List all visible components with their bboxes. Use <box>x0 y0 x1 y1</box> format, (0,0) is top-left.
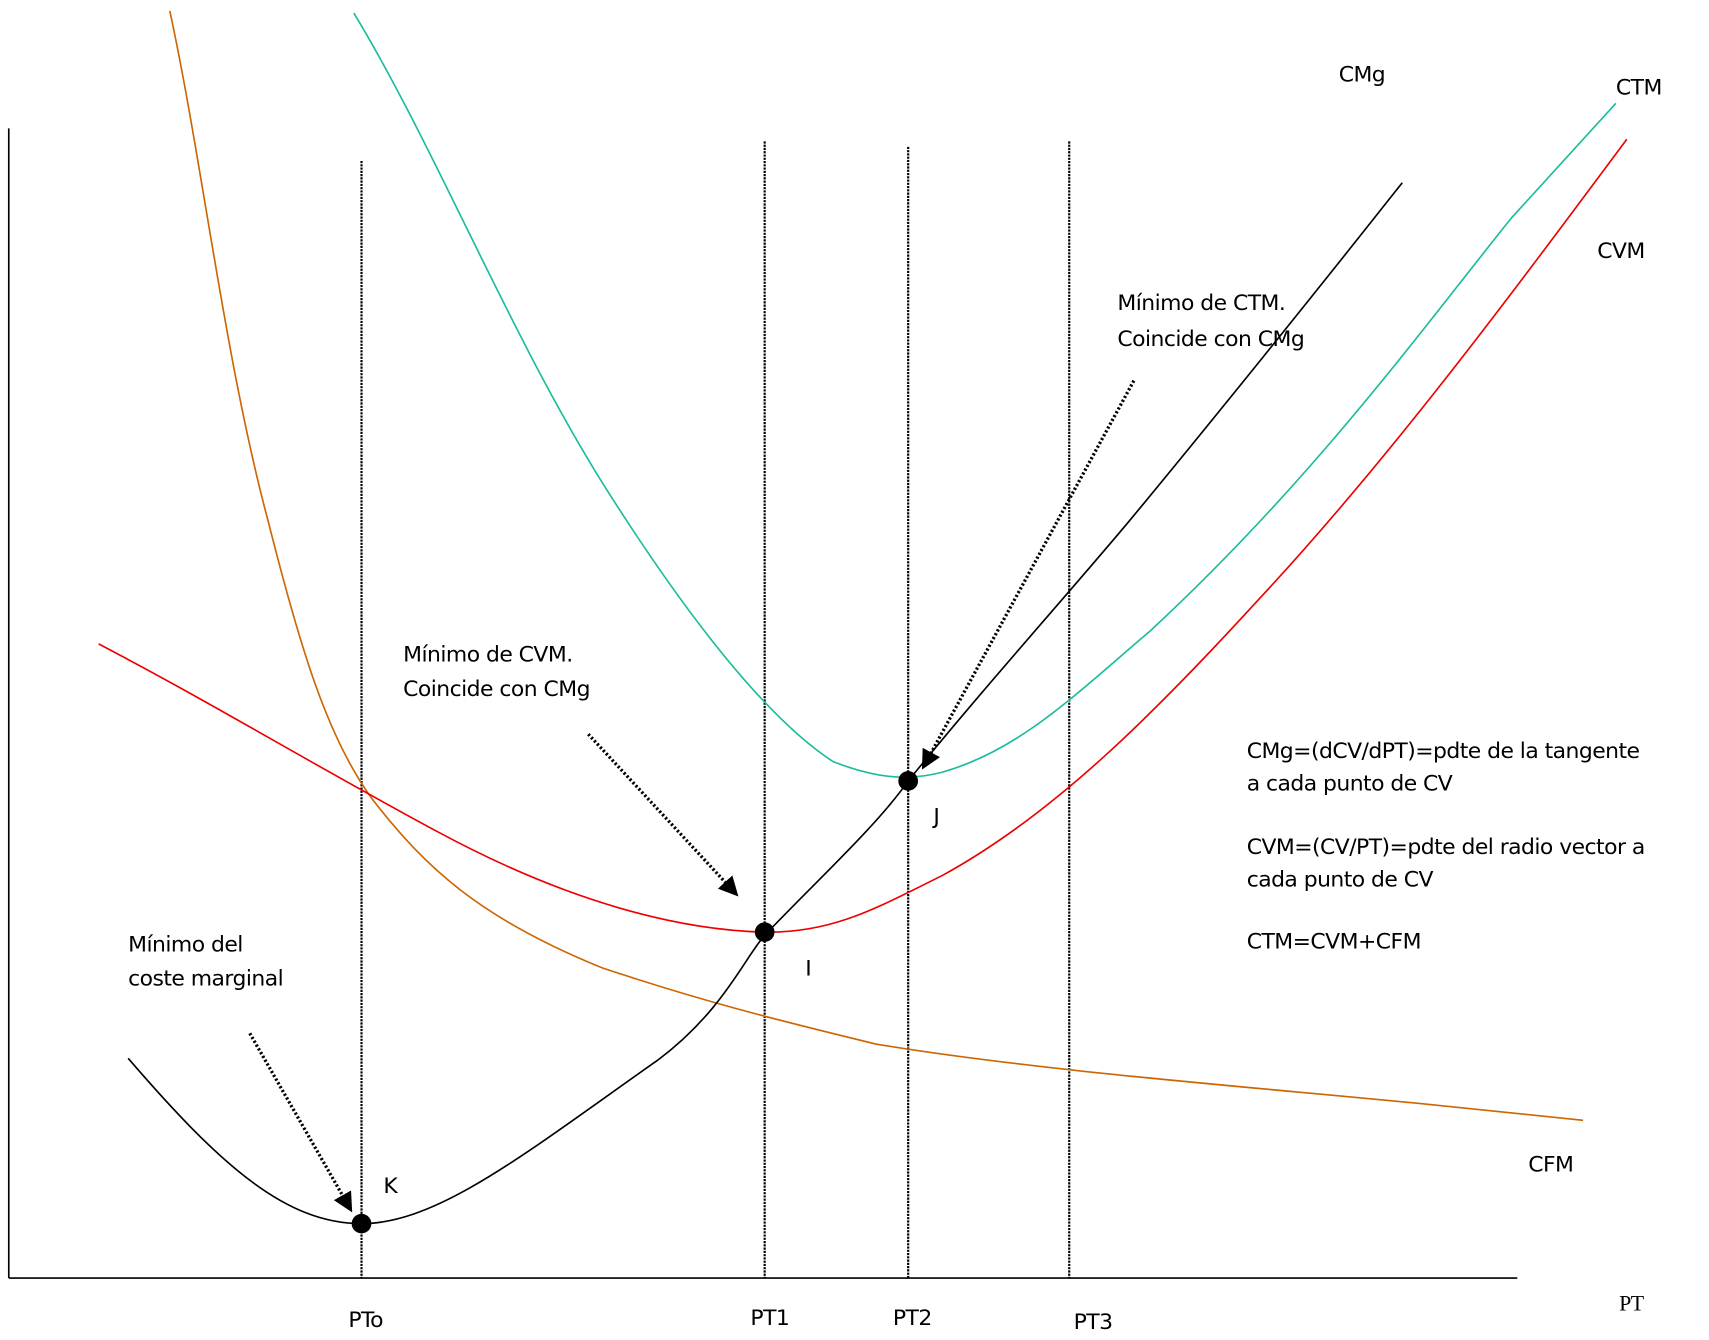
annotation: Mínimo del <box>128 933 243 958</box>
formula: CMg=(dCV/dPT)=pdte de la tangente <box>1247 739 1640 764</box>
annotation: coste marginal <box>128 966 283 991</box>
arrow <box>587 733 739 897</box>
axis-label: PT <box>1619 1292 1644 1316</box>
annotation: Mínimo de CTM. <box>1117 291 1285 316</box>
cfm-curve <box>169 10 1584 1122</box>
curve-label: CFM <box>1528 1152 1573 1177</box>
point-label: K <box>383 1174 398 1199</box>
point <box>898 771 919 791</box>
quantity-label: PT1 <box>750 1306 789 1331</box>
annotation: Coincide con CMg <box>403 677 590 702</box>
curve-label: CVM <box>1597 239 1645 264</box>
curve-label: CTM <box>1616 76 1662 101</box>
formula: CVM=(CV/PT)=pdte del radio vector a <box>1247 835 1645 860</box>
annotation: Mínimo de CVM. <box>403 642 572 667</box>
arrow <box>248 1032 353 1213</box>
quantity-label: PT2 <box>893 1306 932 1331</box>
formula: CTM=CVM+CFM <box>1247 930 1421 955</box>
formula: cada punto de CV <box>1247 868 1434 893</box>
curve-label: CMg <box>1339 63 1385 88</box>
point <box>754 922 775 942</box>
point-label: J <box>931 804 939 829</box>
annotation: Coincide con CMg <box>1117 327 1304 352</box>
cvm-curve <box>98 138 1628 933</box>
arrow <box>921 379 1136 770</box>
point-label: I <box>805 957 811 982</box>
point <box>351 1213 372 1234</box>
quantity-label: PTo <box>348 1308 383 1333</box>
ctm-curve <box>353 12 1617 779</box>
formula: a cada punto de CV <box>1247 772 1453 797</box>
quantity-label: PT3 <box>1074 1310 1113 1335</box>
